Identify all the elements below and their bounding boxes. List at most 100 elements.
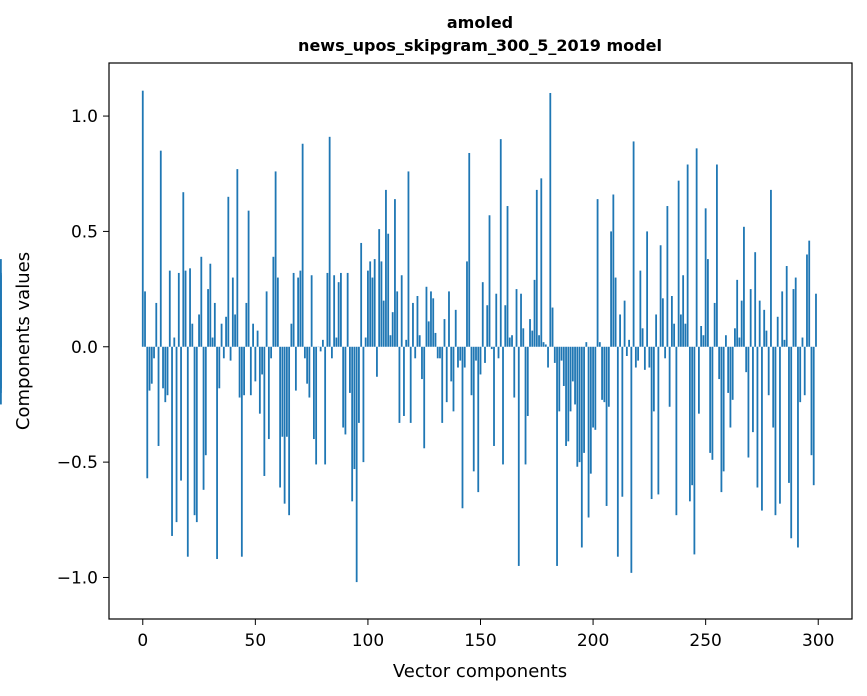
bar-component-138 [452, 346, 455, 412]
bar-component-85 [333, 275, 336, 347]
bar-component-71 [301, 143, 304, 347]
bar-component-214 [623, 300, 626, 347]
bar-component-131 [436, 346, 439, 359]
bar-component-200 [592, 346, 594, 428]
bar-component-234 [668, 346, 671, 407]
bar-component-140 [457, 346, 459, 368]
bar-component-273 [756, 346, 759, 488]
bar-component-49 [252, 323, 254, 347]
y-tick-label: 0.0 [71, 338, 98, 358]
bar-component-32 [213, 302, 216, 347]
bar-component-77 [315, 346, 318, 465]
bar-component-246 [695, 148, 698, 347]
bar-component-9 [162, 346, 164, 389]
bar-component-178 [542, 342, 545, 347]
bar-component-117 [405, 339, 408, 347]
bar-component-249 [702, 335, 705, 347]
bar-component-279 [770, 189, 772, 347]
bar-component-257 [720, 346, 723, 493]
bar-component-193 [576, 346, 579, 467]
bar-component-203 [598, 342, 601, 347]
bar-component-194 [578, 346, 581, 463]
bar-component-116 [403, 346, 405, 416]
bar-component-295 [806, 254, 808, 347]
bar-component-157 [495, 293, 498, 347]
bar-component-102 [371, 277, 374, 347]
x-tick-label: 150 [464, 631, 496, 651]
bar-component-16 [177, 272, 180, 347]
bar-component-30 [209, 263, 212, 347]
bar-component-205 [603, 346, 606, 403]
bar-component-81 [324, 346, 327, 465]
bar-component-75 [310, 275, 313, 347]
bar-component-40 [231, 277, 234, 347]
bar-component-297 [810, 346, 813, 456]
bar-component-243 [688, 346, 691, 502]
bar-component-179 [544, 344, 547, 347]
bar-component-267 [743, 226, 745, 347]
bar-component-177 [540, 178, 543, 347]
bar-component-146 [470, 346, 473, 396]
bar-component-129 [432, 298, 435, 347]
bar-component-252 [709, 346, 712, 453]
bar-component-190 [569, 346, 572, 412]
bar-component-47 [247, 210, 250, 347]
bar-component-287 [788, 346, 790, 483]
bar-component-99 [364, 337, 367, 347]
bar-component-45 [243, 346, 245, 396]
bar-component-154 [488, 215, 491, 347]
bar-component-248 [700, 326, 703, 347]
bar-component-233 [666, 206, 669, 347]
bar-component-156 [493, 346, 495, 446]
y-tick-label: −1.0 [57, 568, 98, 588]
bar-component-183 [553, 346, 556, 363]
bar-component-58 [272, 256, 275, 347]
bar-component-139 [454, 309, 457, 347]
bar-component-101 [369, 261, 372, 347]
bar-series [0, 90, 817, 583]
bar-component-172 [529, 319, 531, 347]
bar-component-285 [783, 339, 786, 347]
bar-component-52 [258, 346, 261, 414]
bar-component-126 [425, 286, 428, 347]
x-tick-label: 250 [689, 631, 721, 651]
bar-component-167 [517, 346, 520, 566]
bar-component-171 [526, 346, 529, 416]
bar-component-104 [376, 346, 378, 377]
bar-component-59 [274, 171, 277, 347]
bar-component-212 [619, 314, 621, 347]
bar-component-94 [353, 346, 356, 470]
bar-component-184 [556, 346, 558, 566]
bar-component-164 [511, 335, 513, 347]
bar-component-223 [643, 346, 646, 370]
bar-component-46 [245, 302, 248, 347]
bar-component-17 [180, 346, 182, 481]
bar-component-147 [472, 346, 475, 472]
bar-component-128 [430, 291, 432, 347]
bar-component-112 [394, 199, 396, 347]
bar-component-211 [616, 346, 619, 557]
bar-component-169 [522, 328, 525, 347]
bar-component-66 [290, 323, 293, 347]
bar-component-11 [166, 346, 169, 396]
bar-component-229 [657, 346, 660, 495]
bar-component-166 [515, 289, 518, 347]
bar-component-238 [677, 180, 680, 347]
bar-component-264 [736, 279, 739, 347]
bar-component-269 [747, 346, 750, 458]
bar-component-68 [294, 346, 297, 391]
bar-component-54 [263, 346, 266, 476]
bar-component-90 [344, 346, 347, 435]
bar-component-24 [195, 346, 198, 523]
bar-component-209 [612, 194, 615, 347]
bar-component-185 [558, 346, 561, 412]
bar-component-278 [767, 346, 770, 396]
bar-component-6 [155, 302, 158, 347]
bar-component-231 [661, 298, 664, 347]
bar-component-27 [202, 346, 205, 490]
bar-component-89 [342, 346, 345, 428]
bar-component-215 [625, 346, 628, 356]
bar-component-35 [220, 323, 223, 347]
bar-component-263 [734, 328, 736, 347]
